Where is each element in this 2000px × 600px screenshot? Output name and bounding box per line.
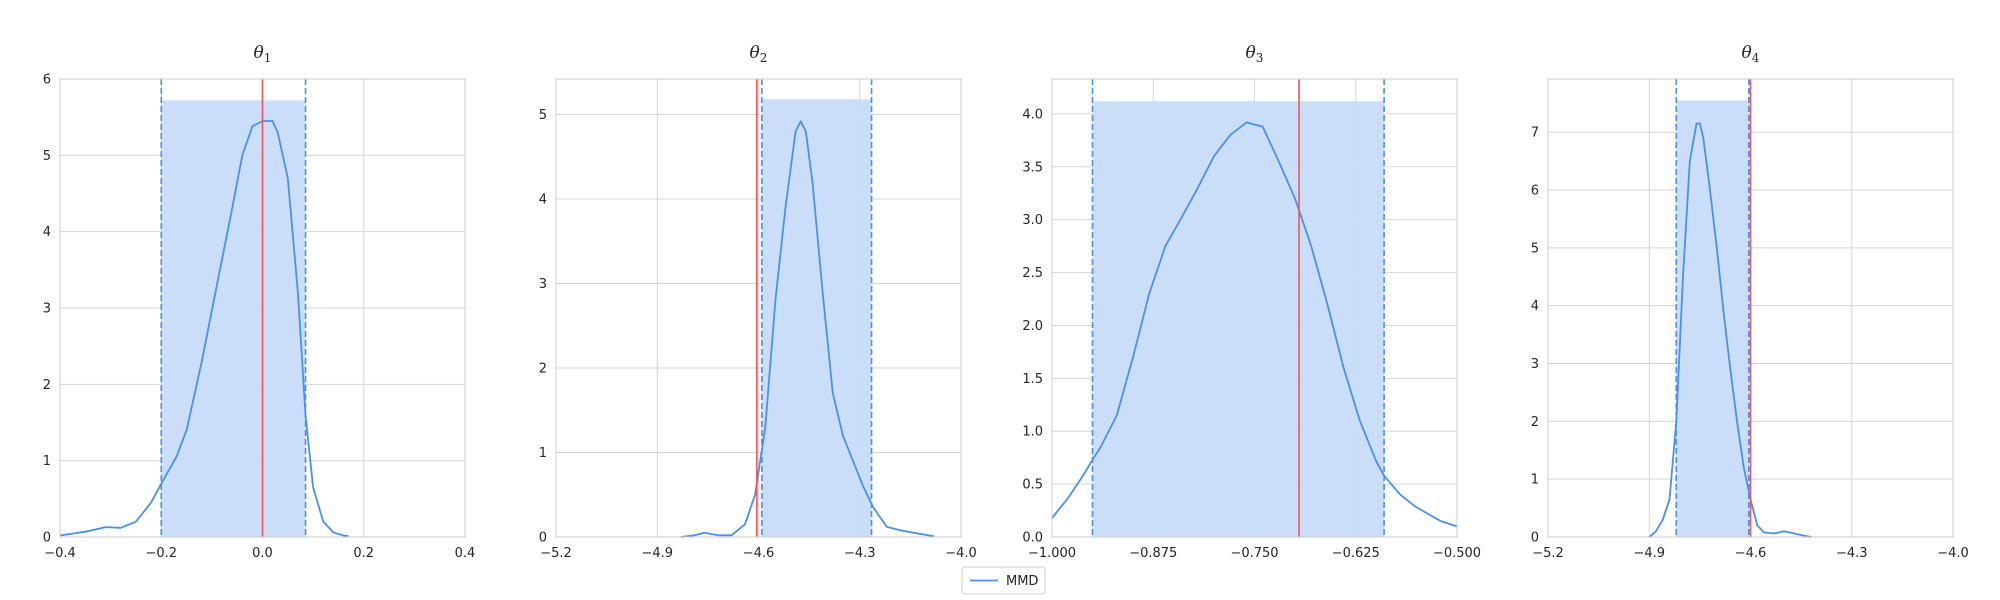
x-tick-label: −0.750 <box>1230 546 1278 561</box>
y-tick-label: 0.0 <box>1022 531 1043 546</box>
legend-label: MMD <box>1006 574 1038 589</box>
axes-frame <box>59 78 466 538</box>
y-tick-label: 4.0 <box>1022 107 1043 122</box>
panel-theta-3: −1.000 −0.875 −0.750 −0.625 −0.500 0.0 0.5 1.0 1… <box>1022 43 1481 561</box>
panel-theta-4: −5.2 −4.9 −4.6 −4.3 −4.0 0 1 2 3 4 5 6 7 θ4 <box>1531 43 1969 561</box>
panel-theta-2: −5.2 −4.9 −4.6 −4.3 −4.0 0 1 2 3 4 5 θ2 <box>539 43 977 561</box>
panel-title: θ2 <box>750 43 768 65</box>
x-tick-label: −0.875 <box>1129 546 1177 561</box>
panel-theta-1: −0.4 −0.2 0.0 0.2 0.4 0 1 2 3 4 5 6 θ1 <box>43 43 476 561</box>
y-tick-label: 6 <box>43 73 51 88</box>
interval-band <box>1092 101 1385 538</box>
x-tick-label: 0.2 <box>353 546 374 561</box>
y-tick-label: 4 <box>539 192 547 207</box>
panel-title: θ1 <box>254 43 272 65</box>
y-tick-label: 0 <box>1531 531 1539 546</box>
y-tick-label: 2.5 <box>1022 266 1043 281</box>
x-tick-label: −4.6 <box>1735 546 1767 561</box>
legend: MMD <box>961 566 1046 595</box>
y-tick-label: 3 <box>1531 357 1539 372</box>
legend-frame <box>961 566 1046 595</box>
axes-frame <box>1051 78 1458 538</box>
y-tick-label: 5 <box>539 108 547 123</box>
y-tick-label: 2 <box>43 378 51 393</box>
x-tick-label: −0.2 <box>145 546 177 561</box>
x-tick-label: −4.9 <box>1633 546 1665 561</box>
y-tick-label: 0 <box>539 531 547 546</box>
y-tick-label: 7 <box>1531 126 1539 141</box>
x-tick-label: −5.2 <box>1532 546 1564 561</box>
y-tick-label: 1 <box>1531 473 1539 488</box>
y-tick-label: 1 <box>43 454 51 469</box>
interval-band <box>161 100 306 537</box>
panel-title: θ3 <box>1246 43 1264 65</box>
y-tick-label: 3.5 <box>1022 160 1043 175</box>
interval-band <box>761 99 872 537</box>
y-tick-label: 2 <box>1531 415 1539 430</box>
density-line <box>59 120 349 538</box>
y-tick-label: 2 <box>539 361 547 376</box>
y-tick-label: 5 <box>1531 241 1539 256</box>
axes-frame <box>555 78 962 538</box>
y-tick-label: 3 <box>539 277 547 292</box>
x-tick-label: −4.0 <box>1937 546 1969 561</box>
x-tick-label: 0.0 <box>252 546 273 561</box>
x-tick-label: 0.4 <box>455 546 476 561</box>
y-tick-label: 0 <box>43 531 51 546</box>
x-tick-label: −0.4 <box>44 546 76 561</box>
y-tick-label: 4 <box>43 225 51 240</box>
y-tick-label: 6 <box>1531 184 1539 199</box>
axes-frame <box>1547 78 1954 538</box>
y-tick-label: 4 <box>1531 299 1539 314</box>
x-tick-label: −4.3 <box>844 546 876 561</box>
y-tick-label: 2.0 <box>1022 319 1043 334</box>
x-tick-label: −0.625 <box>1332 546 1380 561</box>
density-line <box>1648 122 1812 538</box>
x-tick-label: −5.2 <box>540 546 572 561</box>
x-tick-label: −4.6 <box>743 546 775 561</box>
y-tick-label: 3.0 <box>1022 213 1043 228</box>
x-tick-label: −1.000 <box>1028 546 1076 561</box>
x-tick-label: −4.0 <box>945 546 977 561</box>
panel-title: θ4 <box>1742 43 1760 65</box>
x-tick-label: −4.9 <box>641 546 673 561</box>
density-line <box>1051 121 1458 528</box>
density-line <box>680 120 935 538</box>
x-tick-label: −0.500 <box>1433 546 1481 561</box>
y-tick-label: 1.0 <box>1022 425 1043 440</box>
y-tick-label: 1 <box>539 446 547 461</box>
y-tick-label: 1.5 <box>1022 372 1043 387</box>
y-tick-label: 0.5 <box>1022 478 1043 493</box>
y-tick-label: 5 <box>43 149 51 164</box>
y-tick-label: 3 <box>43 302 51 317</box>
interval-band <box>1676 100 1749 538</box>
x-tick-label: −4.3 <box>1836 546 1868 561</box>
